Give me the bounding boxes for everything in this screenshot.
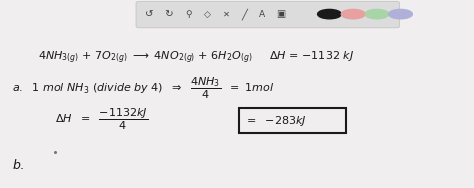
Text: ╱: ╱ [241,8,247,20]
Text: $b.$: $b.$ [12,158,24,172]
Circle shape [389,9,412,19]
Text: ⚲: ⚲ [185,10,192,19]
Circle shape [365,9,389,19]
Text: $4NH_{3(g)}$ + $7O_{2(g)}$ $\longrightarrow$ $4NO_{2(g)}$ + $6H_2O_{(g)}$     $\: $4NH_{3(g)}$ + $7O_{2(g)}$ $\longrightar… [38,49,354,66]
Text: A: A [259,10,265,19]
Text: ↺: ↺ [145,9,154,19]
Text: $a.$ $\ 1$ $mol$ $NH_3$ $(divide$ $by$ $4)$  $\Rightarrow$  $\dfrac{4NH_3}{4}$  : $a.$ $\ 1$ $mol$ $NH_3$ $(divide$ $by$ $… [12,76,274,101]
Text: $\Delta H$  $=$  $\dfrac{-1132kJ}{4}$: $\Delta H$ $=$ $\dfrac{-1132kJ}{4}$ [55,107,147,132]
Text: $=$  $-283kJ$: $=$ $-283kJ$ [244,114,307,128]
FancyBboxPatch shape [136,1,400,28]
Text: ▣: ▣ [276,9,285,19]
Circle shape [318,9,341,19]
Text: ✕: ✕ [223,10,230,19]
Text: ◇: ◇ [204,10,211,19]
Circle shape [341,9,365,19]
Bar [239,108,346,133]
Text: ↻: ↻ [164,9,173,19]
